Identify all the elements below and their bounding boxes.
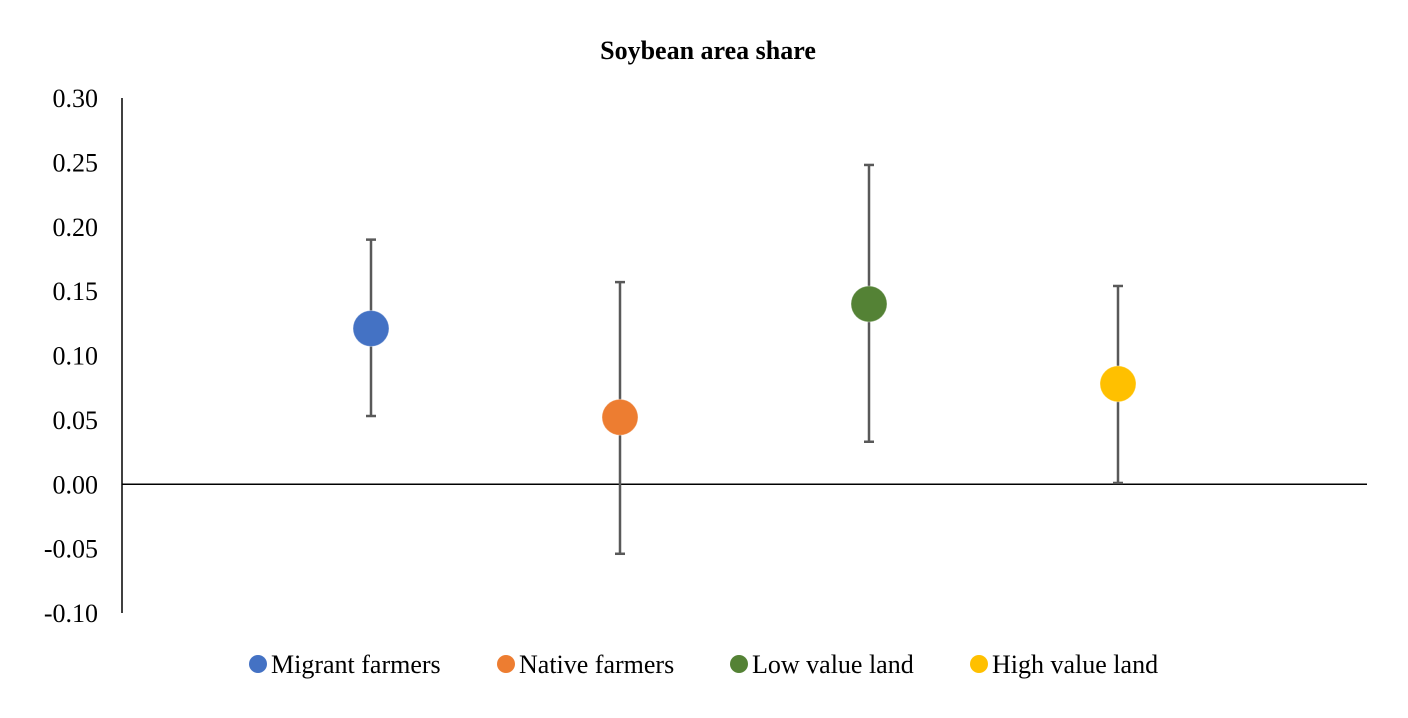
y-tick-label: 0.00 bbox=[53, 470, 99, 499]
legend-marker bbox=[497, 655, 515, 673]
data-point bbox=[352, 309, 390, 347]
data-point bbox=[1099, 365, 1137, 403]
y-tick-label: -0.10 bbox=[44, 599, 98, 628]
legend-label: Low value land bbox=[752, 650, 914, 679]
data-point bbox=[601, 398, 639, 436]
data-point bbox=[850, 285, 888, 323]
y-tick-label: 0.05 bbox=[53, 406, 99, 435]
y-tick-label: 0.10 bbox=[53, 342, 99, 371]
legend-marker bbox=[970, 655, 988, 673]
y-tick-label: 0.25 bbox=[53, 148, 99, 177]
legend-label: High value land bbox=[992, 650, 1158, 679]
y-tick-label: 0.15 bbox=[53, 277, 99, 306]
legend-label: Native farmers bbox=[519, 650, 674, 679]
y-tick-label: 0.30 bbox=[53, 84, 99, 113]
y-tick-label: 0.20 bbox=[53, 213, 99, 242]
chart-title: Soybean area share bbox=[600, 36, 816, 65]
legend-label: Migrant farmers bbox=[271, 650, 441, 679]
y-tick-label: -0.05 bbox=[44, 535, 98, 564]
legend-marker bbox=[249, 655, 267, 673]
legend-marker bbox=[730, 655, 748, 673]
